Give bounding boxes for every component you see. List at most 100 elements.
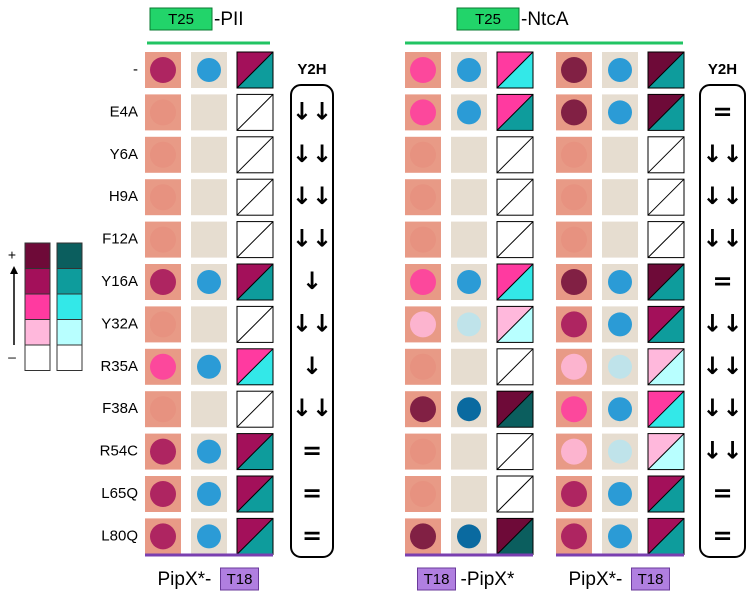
row-label: Y16A xyxy=(101,273,138,290)
legend-swatch xyxy=(56,293,83,320)
indicator-diagonal xyxy=(496,94,534,131)
y2h-result: ↓ xyxy=(302,352,322,380)
red-colony xyxy=(150,311,176,338)
indicator-diagonal xyxy=(647,306,685,343)
y2h-result: ↓↓ xyxy=(292,97,332,125)
header-tag: T25 xyxy=(168,11,194,28)
red-colony xyxy=(410,226,436,253)
indicator-diagonal xyxy=(236,433,274,470)
blue-plate xyxy=(191,179,227,216)
indicator-frame xyxy=(236,263,274,301)
red-colony xyxy=(410,311,436,338)
blue-colony xyxy=(608,100,632,125)
indicator-diagonal xyxy=(236,94,274,131)
y2h-title: Y2H xyxy=(708,61,737,78)
indicator-diagonal xyxy=(236,390,274,428)
blue-colony xyxy=(197,58,221,82)
blue-plate xyxy=(191,221,227,258)
indicator-diagonal xyxy=(236,263,274,301)
indicator-frame xyxy=(496,475,534,513)
blue-colony xyxy=(608,58,632,82)
indicator-frame xyxy=(496,390,534,428)
legend-swatch xyxy=(24,293,51,320)
y2h-box xyxy=(290,84,334,558)
indicator-frame xyxy=(496,221,534,259)
indicator-diagonal xyxy=(496,390,534,428)
indicator-diagonal xyxy=(647,178,685,216)
red-colony xyxy=(410,523,436,550)
indicator-diagonal xyxy=(647,263,685,301)
indicator-diagonal xyxy=(236,51,274,89)
indicator-diagonal xyxy=(647,433,685,470)
red-colony xyxy=(150,99,176,126)
row-label: Y6A xyxy=(110,146,138,163)
red-colony xyxy=(150,396,176,423)
footer-tag: T18 xyxy=(638,571,664,588)
legend-swatch xyxy=(24,344,51,371)
blue-plate xyxy=(602,221,638,258)
indicator-frame xyxy=(647,263,685,301)
footer-text: -PipX* xyxy=(461,569,515,590)
legend-swatch xyxy=(56,242,83,269)
row-label: R54C xyxy=(100,443,139,460)
indicator-frame xyxy=(496,136,534,174)
indicator-frame xyxy=(496,178,534,216)
y2h-result: ↓↓ xyxy=(702,309,742,337)
red-colony xyxy=(561,269,587,295)
red-colony xyxy=(561,523,587,550)
indicator-frame xyxy=(496,51,534,89)
legend-swatch xyxy=(56,344,83,371)
blue-colony xyxy=(457,58,481,82)
red-colony xyxy=(410,99,436,126)
indicator-frame xyxy=(236,305,274,343)
indicator-frame xyxy=(236,93,274,131)
row-label: E4A xyxy=(110,103,138,120)
indicator-frame xyxy=(236,178,274,216)
red-colony xyxy=(410,438,436,465)
red-colony xyxy=(561,438,587,465)
indicator-diagonal xyxy=(236,136,274,174)
blue-colony xyxy=(608,439,632,464)
indicator-diagonal xyxy=(496,348,534,386)
header-text: -PII xyxy=(214,9,244,30)
header-tag: T25 xyxy=(475,11,501,28)
blue-colony xyxy=(608,482,632,506)
red-colony xyxy=(150,57,176,83)
indicator-frame xyxy=(236,390,274,428)
footer-tag-box xyxy=(220,567,259,591)
indicator-frame xyxy=(236,51,274,89)
y2h-result: = xyxy=(302,479,322,507)
indicator-frame xyxy=(647,348,685,386)
y2h-result: ↓↓ xyxy=(292,394,332,422)
red-colony xyxy=(561,311,587,338)
footer-text: PipX*- xyxy=(569,569,623,590)
blue-plate xyxy=(451,433,487,470)
red-colony xyxy=(561,57,587,83)
indicator-diagonal xyxy=(236,348,274,386)
blue-plate xyxy=(451,136,487,173)
row-label: L65Q xyxy=(101,485,138,502)
legend-swatch xyxy=(56,268,83,295)
row-label: H9A xyxy=(109,188,138,205)
blue-colony xyxy=(457,100,481,125)
indicator-diagonal xyxy=(647,348,685,386)
indicator-diagonal xyxy=(647,221,685,258)
indicator-frame xyxy=(496,93,534,131)
legend-plus: + xyxy=(8,247,16,263)
indicator-frame xyxy=(236,136,274,174)
red-colony xyxy=(410,269,436,295)
red-colony xyxy=(561,353,587,380)
indicator-frame xyxy=(647,136,685,174)
y2h-result: ↓↓ xyxy=(702,437,742,465)
red-colony xyxy=(561,226,587,253)
footer-text: PipX*- xyxy=(158,569,212,590)
red-colony xyxy=(410,184,436,211)
red-colony xyxy=(410,481,436,507)
blue-plate xyxy=(602,179,638,216)
indicator-frame xyxy=(647,433,685,471)
footer-tag-box xyxy=(631,567,670,591)
blue-colony xyxy=(457,312,481,337)
red-colony xyxy=(561,396,587,423)
blue-colony xyxy=(457,397,481,422)
